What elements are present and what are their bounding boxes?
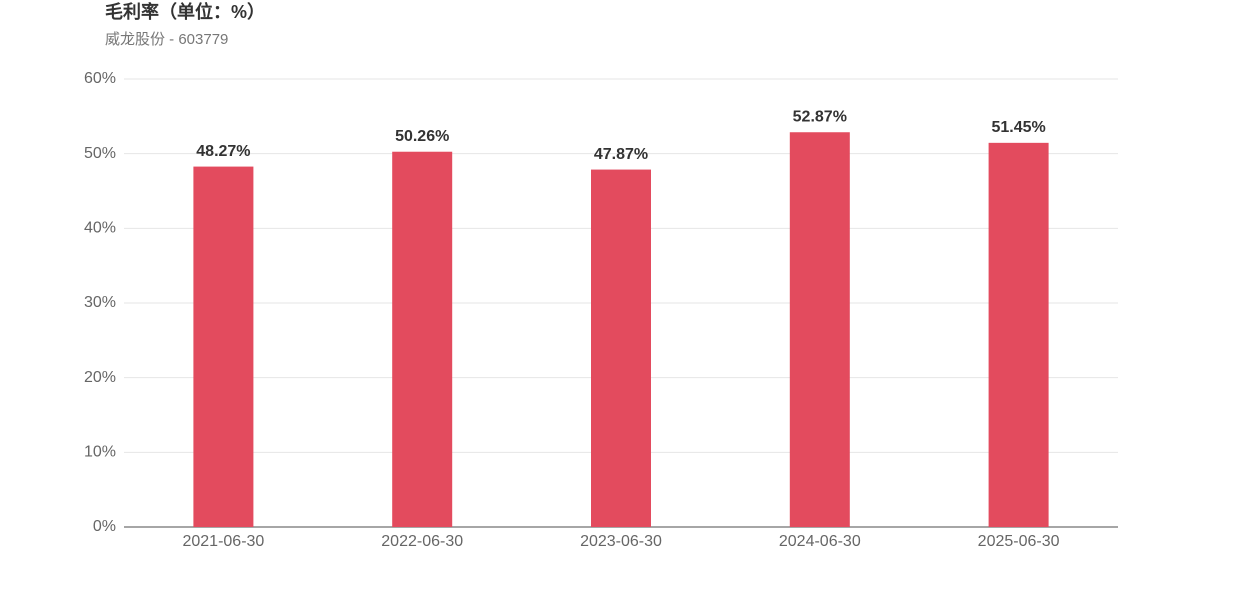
chart-subtitle: 威龙股份 - 603779	[105, 31, 228, 48]
x-tick-label: 2025-06-30	[978, 533, 1060, 550]
value-label: 51.45%	[991, 119, 1045, 136]
bar	[591, 169, 651, 527]
x-tick-label: 2021-06-30	[182, 533, 264, 550]
x-tick-label: 2023-06-30	[580, 533, 662, 550]
y-tick-label: 60%	[84, 70, 116, 87]
bar	[392, 151, 453, 527]
bar	[988, 142, 1049, 527]
y-tick-label: 0%	[93, 518, 116, 535]
value-label: 52.87%	[793, 108, 847, 125]
x-tick-label: 2022-06-30	[381, 533, 463, 550]
y-tick-label: 20%	[84, 369, 116, 386]
value-label: 50.26%	[395, 128, 449, 145]
y-tick-label: 30%	[84, 294, 116, 311]
value-label: 48.27%	[196, 143, 250, 160]
bar	[789, 132, 850, 527]
chart-title: 毛利率（单位：%）	[105, 1, 265, 22]
x-tick-label: 2024-06-30	[779, 533, 861, 550]
y-tick-label: 50%	[84, 145, 116, 162]
bar	[193, 166, 254, 528]
y-tick-label: 10%	[84, 444, 116, 461]
value-label: 47.87%	[594, 146, 648, 163]
y-tick-label: 40%	[84, 220, 116, 237]
